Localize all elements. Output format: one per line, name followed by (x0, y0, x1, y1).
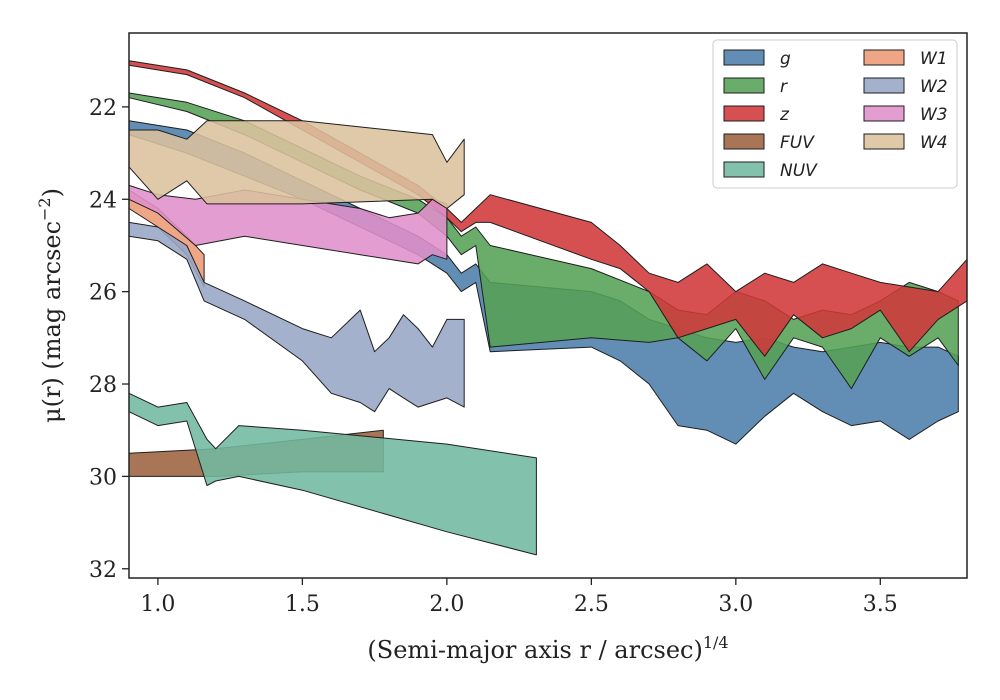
x-tick-label: 1.5 (285, 592, 320, 617)
y-tick-label: 22 (89, 96, 117, 121)
legend-swatch (863, 49, 905, 66)
legend-box (712, 39, 958, 189)
legend-swatch (863, 77, 905, 94)
x-axis-label-text: (Semi-major axis r / arcsec) (367, 636, 702, 664)
legend-label: FUV (780, 133, 815, 153)
y-tick-label: 28 (89, 373, 117, 398)
x-axis-label-exponent: 1/4 (703, 633, 729, 652)
band-W4 (128, 120, 465, 209)
x-tick-label: 3.5 (863, 592, 898, 617)
legend-swatch (863, 105, 905, 122)
legend-item-r: r (723, 77, 788, 97)
legend-item-NUV: NUV (723, 161, 818, 181)
legend-item-FUV: FUV (723, 133, 815, 153)
legend-label: r (780, 77, 788, 97)
legend-item-W1: W1 (863, 49, 948, 69)
x-axis-ticks: 1.0 1.5 2.0 2.5 3.0 3.5 (140, 578, 898, 617)
x-tick-label: 2.0 (429, 592, 464, 617)
band-NUV (128, 392, 537, 556)
y-axis-label-suffix: ) (38, 188, 66, 197)
legend-label: W1 (920, 49, 948, 69)
legend-label: NUV (780, 161, 818, 181)
legend-label: g (780, 49, 791, 69)
legend-item-W3: W3 (863, 105, 948, 125)
area-bands (128, 60, 968, 556)
legend-swatch (723, 77, 765, 94)
y-tick-label: 30 (89, 465, 117, 490)
legend-item-z: z (723, 105, 790, 125)
legend-swatch (723, 133, 765, 150)
y-tick-label: 32 (89, 558, 117, 583)
legend: grz FUV NUV W1 W2 W3 W4 (712, 39, 958, 189)
legend-label: z (779, 105, 790, 125)
legend-label: W3 (920, 105, 948, 125)
band-W2 (128, 221, 465, 413)
legend-item-W4: W4 (863, 133, 948, 153)
legend-label: W4 (920, 133, 948, 153)
legend-item-g: g (723, 49, 791, 69)
x-tick-label: 3.0 (718, 592, 753, 617)
plot-frame (128, 32, 968, 579)
legend-swatch (723, 161, 765, 178)
x-tick-label: 1.0 (140, 592, 175, 617)
x-tick-label: 2.5 (574, 592, 609, 617)
y-tick-label: 24 (89, 188, 117, 213)
y-axis-ticks: 22 24 26 28 30 32 (89, 96, 129, 583)
legend-swatch (723, 105, 765, 122)
y-tick-label: 26 (89, 281, 117, 306)
x-axis-label: (Semi-major axis r / arcsec)1/4 (367, 633, 728, 664)
y-axis-label-text: μ(r) (mag arcsec (38, 221, 66, 423)
legend-swatch (723, 49, 765, 66)
legend-item-W2: W2 (863, 77, 948, 97)
y-axis-label: μ(r) (mag arcsec−2) (35, 188, 66, 423)
legend-label: W2 (920, 77, 948, 97)
y-axis-label-exponent: −2 (35, 197, 54, 221)
legend-swatch (863, 133, 905, 150)
